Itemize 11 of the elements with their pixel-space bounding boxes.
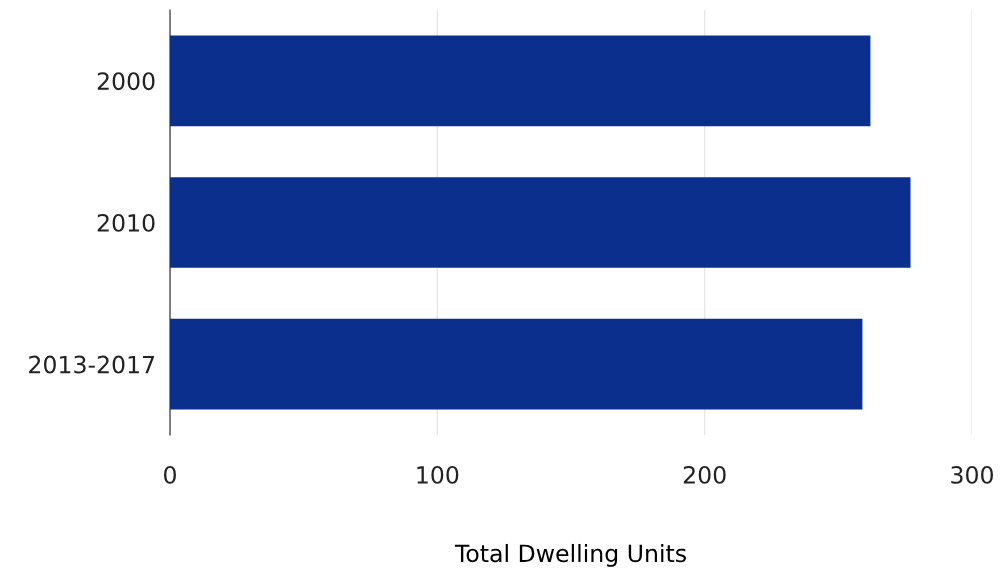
- bar: [170, 177, 911, 268]
- y-tick-label: 2000: [97, 72, 155, 91]
- bar: [170, 318, 863, 410]
- y-tick-label: 2010: [97, 213, 155, 232]
- x-tick-label: 100: [417, 465, 459, 484]
- bar: [170, 35, 871, 127]
- x-tick-label: 0: [164, 465, 176, 484]
- x-tick-label: 300: [951, 465, 993, 484]
- x-tick-label: 200: [683, 465, 726, 484]
- x-axis-title: Total Dwelling Units: [454, 543, 686, 567]
- y-tick-label: 2013-2017: [29, 355, 155, 374]
